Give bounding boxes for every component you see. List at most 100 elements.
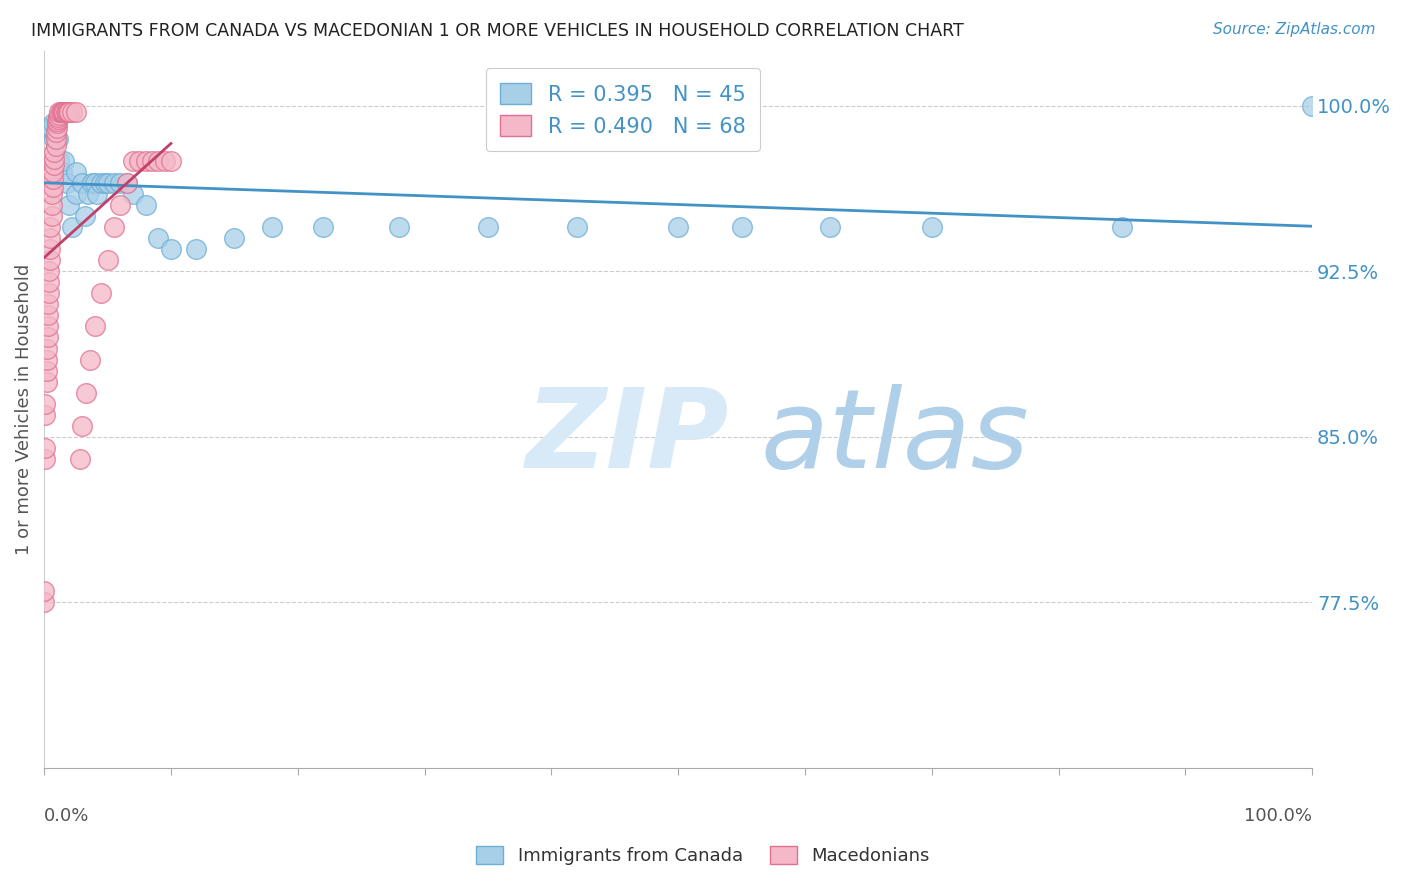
Point [115, 176, 138, 190]
Point [73, 209, 96, 223]
Point [41, 198, 63, 212]
Point [51, 165, 73, 179]
Point [38, 264, 60, 278]
Point [48, 108, 70, 122]
Point [39, 231, 62, 245]
Point [565, 220, 588, 235]
Point [37, 309, 59, 323]
Point [44, 132, 66, 146]
Point [96, 176, 118, 190]
Point [41, 120, 63, 135]
Point [39, 242, 62, 256]
Point [90, 176, 112, 190]
Point [35, 342, 58, 356]
Point [1111, 220, 1133, 235]
Point [44, 125, 66, 139]
Point [35, 352, 58, 367]
Point [46, 112, 69, 126]
Point [122, 187, 145, 202]
Point [96, 253, 118, 268]
Point [45, 120, 67, 135]
Legend: R = 0.395   N = 45, R = 0.490   N = 68: R = 0.395 N = 45, R = 0.490 N = 68 [485, 69, 761, 152]
Point [730, 220, 752, 235]
Point [262, 220, 284, 235]
Text: 100.0%: 100.0% [1244, 807, 1312, 825]
Point [90, 286, 112, 301]
Point [52, 105, 75, 120]
Point [56, 105, 79, 120]
Point [35, 375, 58, 389]
Text: ZIP: ZIP [526, 384, 730, 491]
Point [148, 231, 170, 245]
Point [135, 198, 157, 212]
Point [153, 153, 176, 168]
Text: Source: ZipAtlas.com: Source: ZipAtlas.com [1212, 22, 1375, 37]
Point [48, 105, 70, 120]
Point [48, 153, 70, 168]
Point [37, 297, 59, 311]
Point [58, 198, 80, 212]
Point [108, 176, 131, 190]
Point [82, 176, 104, 190]
Point [77, 187, 100, 202]
Point [38, 286, 60, 301]
Point [46, 110, 69, 124]
Point [46, 132, 69, 146]
Point [388, 220, 411, 235]
Point [44, 145, 66, 160]
Legend: Immigrants from Canada, Macedonians: Immigrants from Canada, Macedonians [470, 838, 936, 872]
Point [38, 120, 60, 135]
Point [44, 132, 66, 146]
Point [312, 220, 335, 235]
Point [69, 451, 91, 466]
Point [75, 385, 97, 400]
Text: IMMIGRANTS FROM CANADA VS MACEDONIAN 1 OR MORE VEHICLES IN HOUSEHOLD CORRELATION: IMMIGRANTS FROM CANADA VS MACEDONIAN 1 O… [31, 22, 963, 40]
Point [37, 120, 59, 135]
Point [38, 276, 60, 290]
Point [34, 451, 56, 466]
Text: atlas: atlas [761, 384, 1029, 491]
Point [60, 105, 83, 120]
Point [141, 153, 163, 168]
Point [42, 116, 65, 130]
Point [148, 153, 170, 168]
Point [58, 105, 80, 120]
Point [44, 138, 66, 153]
Point [53, 105, 76, 120]
Point [70, 418, 93, 433]
Point [103, 220, 125, 235]
Point [34, 397, 56, 411]
Point [53, 153, 76, 168]
Point [103, 176, 125, 190]
Point [128, 153, 150, 168]
Point [135, 153, 157, 168]
Point [42, 165, 65, 179]
Point [1301, 99, 1323, 113]
Point [83, 176, 105, 190]
Point [32, 584, 55, 599]
Y-axis label: 1 or more Vehicles in Household: 1 or more Vehicles in Household [15, 263, 32, 555]
Point [94, 176, 117, 190]
Point [51, 105, 73, 120]
Point [39, 253, 62, 268]
Point [921, 220, 943, 235]
Point [65, 165, 87, 179]
Point [32, 595, 55, 609]
Point [666, 220, 689, 235]
Point [39, 120, 62, 135]
Point [86, 187, 108, 202]
Point [160, 242, 183, 256]
Point [49, 105, 72, 120]
Point [79, 352, 101, 367]
Point [70, 176, 93, 190]
Point [820, 220, 842, 235]
Text: 0.0%: 0.0% [44, 807, 90, 825]
Point [53, 105, 76, 120]
Point [34, 408, 56, 422]
Point [60, 220, 83, 235]
Point [42, 171, 65, 186]
Point [41, 187, 63, 202]
Point [45, 114, 67, 128]
Point [44, 152, 66, 166]
Point [55, 105, 77, 120]
